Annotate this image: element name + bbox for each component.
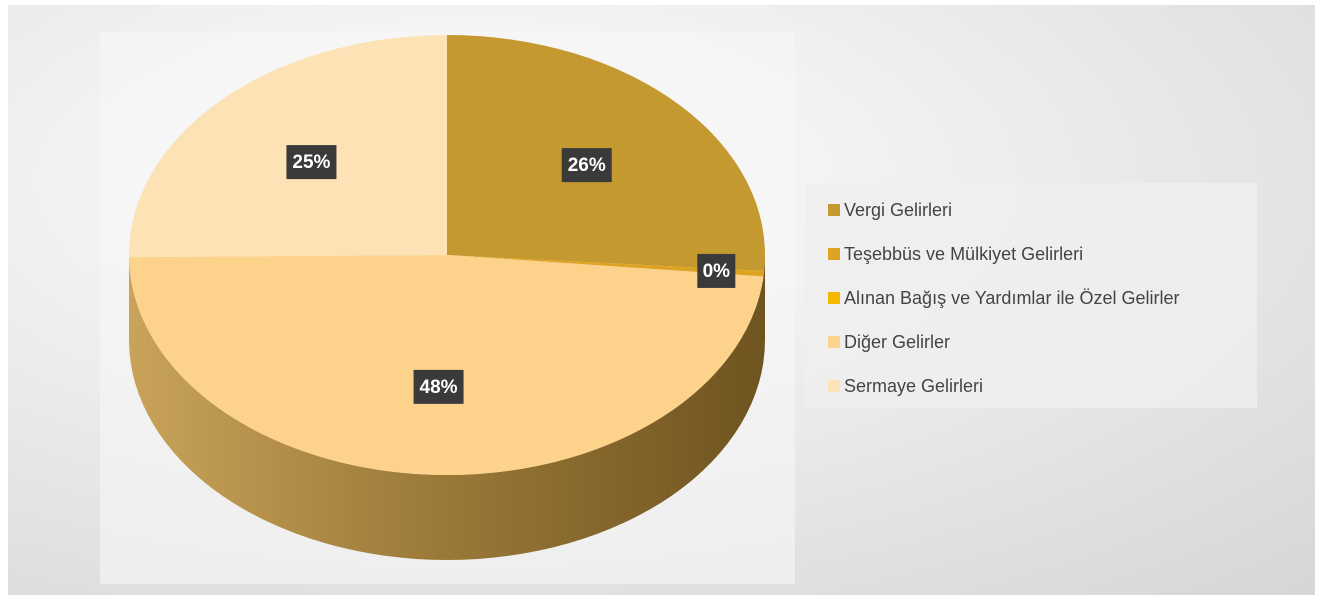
pie-slice (447, 255, 765, 277)
legend-swatch (828, 204, 840, 216)
legend-label: Teşebbüs ve Mülkiyet Gelirleri (844, 244, 1083, 264)
data-labels: 26% 0% 48% 25% (286, 145, 736, 404)
legend-swatch (828, 248, 840, 260)
pie (129, 35, 765, 560)
data-label-box (286, 145, 337, 180)
data-label: 25% (292, 152, 330, 173)
data-label: 0% (703, 261, 731, 282)
pie-side (129, 255, 765, 560)
data-label: 48% (420, 377, 458, 398)
pie-slice (129, 255, 764, 475)
data-label-box (413, 369, 464, 404)
legend-label: Sermaye Gelirleri (844, 376, 983, 396)
data-label-box (697, 253, 736, 288)
legend-swatch (828, 380, 840, 392)
legend-swatch (828, 336, 840, 348)
legend-label: Vergi Gelirleri (844, 200, 952, 220)
legend: Vergi Gelirleri Teşebbüs ve Mülkiyet Geli… (828, 200, 1179, 396)
legend-label: Diğer Gelirler (844, 332, 950, 352)
legend-label: Alınan Bağış ve Yardımlar ile Özel Gelir… (844, 288, 1179, 308)
data-label-box (561, 148, 612, 183)
legend-swatch (828, 292, 840, 304)
data-label: 26% (568, 155, 606, 176)
legend-box (805, 183, 1257, 408)
